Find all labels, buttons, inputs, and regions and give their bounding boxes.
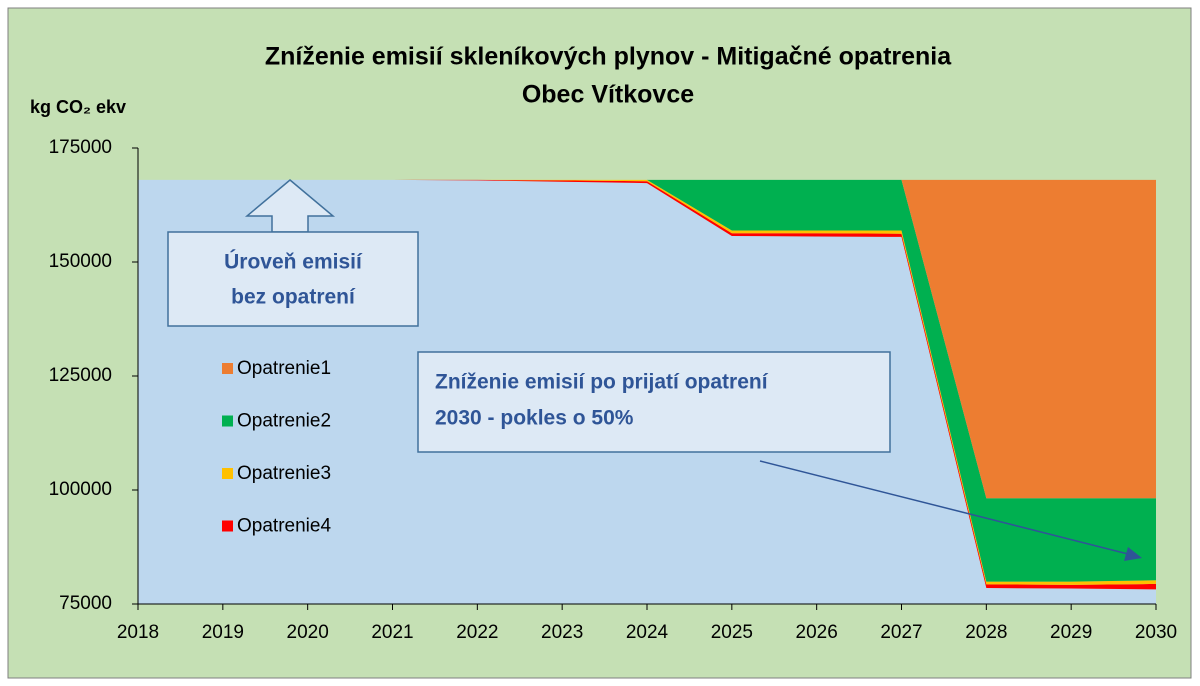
x-tick-label: 2025 xyxy=(711,622,753,643)
area-series xyxy=(138,179,1156,499)
chart-title: Zníženie emisií skleníkových plynov - Mi… xyxy=(265,43,952,71)
callout-box xyxy=(417,351,891,453)
y-tick-label: 150000 xyxy=(49,251,112,272)
annotations: Úroveň emisií bez opatrení Zníženie emis… xyxy=(167,179,1142,561)
legend-label: Opatrenie3 xyxy=(237,463,331,484)
annotation-text: Zníženie emisií po prijatí opatrení xyxy=(435,371,769,394)
annotation-arrow xyxy=(759,460,1129,555)
legend-label: Opatrenie4 xyxy=(237,516,331,537)
x-tick-label: 2021 xyxy=(371,622,413,643)
x-tick-label: 2022 xyxy=(456,622,498,643)
y-tick-label: 75000 xyxy=(59,593,112,614)
annotation-text: Úroveň emisií xyxy=(224,250,363,274)
x-tick-label: 2019 xyxy=(202,622,244,643)
x-tick-label: 2018 xyxy=(117,622,159,643)
legend-label: Opatrenie2 xyxy=(237,411,331,432)
area-series xyxy=(138,179,1156,582)
y-tick-label: 100000 xyxy=(49,479,112,500)
axes: 75000 100000 125000 150000 175000 2018 2019 202… xyxy=(49,137,1178,643)
arrow-head xyxy=(1124,547,1142,561)
x-tick-label: 2024 xyxy=(626,622,669,643)
legend-swatch xyxy=(222,363,233,374)
callout-box xyxy=(167,231,419,327)
legend-swatch xyxy=(222,415,233,427)
annotation-text: 2030 - pokles o 50% xyxy=(435,407,634,430)
legend: Opatrenie1 Opatrenie2 Opatrenie3 Opatrenie4 xyxy=(222,358,331,537)
x-tick-label: 2030 xyxy=(1135,622,1177,643)
x-tick-label: 2027 xyxy=(880,622,922,643)
x-tick-label: 2028 xyxy=(965,622,1007,643)
x-tick-label: 2023 xyxy=(541,622,583,643)
chart-subtitle: Obec Vítkovce xyxy=(522,81,694,109)
y-tick-label: 125000 xyxy=(49,365,112,386)
x-tick-label: 2020 xyxy=(287,622,329,643)
annotation-text: bez opatrení xyxy=(231,286,356,309)
legend-swatch xyxy=(222,520,233,532)
y-tick-label: 175000 xyxy=(49,137,112,158)
legend-label: Opatrenie1 xyxy=(237,358,331,379)
x-tick-label: 2029 xyxy=(1050,622,1092,643)
y-axis-label: kg CO₂ ekv xyxy=(30,97,126,117)
x-tick-label: 2026 xyxy=(796,622,838,643)
legend-swatch xyxy=(222,468,233,479)
